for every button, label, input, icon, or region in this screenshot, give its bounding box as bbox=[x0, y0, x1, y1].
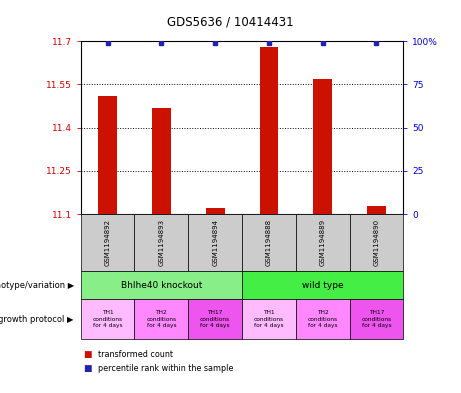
Text: GSM1194890: GSM1194890 bbox=[373, 219, 379, 266]
Text: GSM1194894: GSM1194894 bbox=[212, 219, 218, 266]
Text: percentile rank within the sample: percentile rank within the sample bbox=[98, 364, 234, 373]
Text: GSM1194888: GSM1194888 bbox=[266, 219, 272, 266]
Text: TH1
conditions
for 4 days: TH1 conditions for 4 days bbox=[254, 310, 284, 328]
Text: TH2
conditions
for 4 days: TH2 conditions for 4 days bbox=[307, 310, 338, 328]
Text: TH2
conditions
for 4 days: TH2 conditions for 4 days bbox=[146, 310, 177, 328]
Bar bbox=[98, 96, 117, 214]
Bar bbox=[260, 47, 278, 214]
Text: growth protocol ▶: growth protocol ▶ bbox=[0, 315, 74, 323]
Text: GSM1194893: GSM1194893 bbox=[158, 219, 165, 266]
Text: ■: ■ bbox=[83, 364, 91, 373]
Text: TH17
conditions
for 4 days: TH17 conditions for 4 days bbox=[200, 310, 230, 328]
Text: wild type: wild type bbox=[302, 281, 343, 290]
Bar bbox=[367, 206, 386, 214]
Text: TH1
conditions
for 4 days: TH1 conditions for 4 days bbox=[93, 310, 123, 328]
Text: TH17
conditions
for 4 days: TH17 conditions for 4 days bbox=[361, 310, 391, 328]
Text: GSM1194889: GSM1194889 bbox=[319, 219, 326, 266]
Text: ■: ■ bbox=[83, 350, 91, 359]
Bar bbox=[206, 208, 225, 214]
Text: genotype/variation ▶: genotype/variation ▶ bbox=[0, 281, 74, 290]
Bar bbox=[313, 79, 332, 214]
Bar bbox=[152, 108, 171, 214]
Text: transformed count: transformed count bbox=[98, 350, 173, 359]
Text: Bhlhe40 knockout: Bhlhe40 knockout bbox=[121, 281, 202, 290]
Text: GSM1194892: GSM1194892 bbox=[105, 219, 111, 266]
Text: GDS5636 / 10414431: GDS5636 / 10414431 bbox=[167, 16, 294, 29]
